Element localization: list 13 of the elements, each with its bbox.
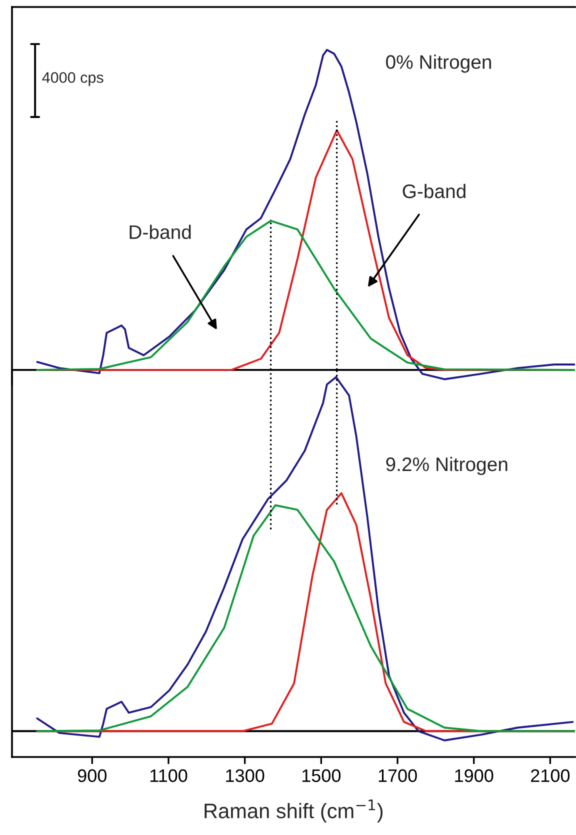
x-axis-title: Raman shift (cm$^{−1}$) [204,800,383,822]
x-tick-label: 1300 [226,769,264,782]
x-tick-label: 1700 [378,769,417,782]
x-tick-label: 1100 [150,769,188,782]
x-tick-label: 900 [78,769,107,782]
x-tick-label: 1900 [455,769,494,782]
annotation: 4000 cps [42,72,104,86]
annotation: D-band [130,224,191,240]
annotation: 0% Nitrogen [386,54,492,73]
x-tick-label: 2100 [531,769,570,782]
annotation: G-band [402,184,466,198]
annotation: 9.2% Nitrogen [386,456,508,476]
x-tick-label: 1500 [302,769,341,782]
